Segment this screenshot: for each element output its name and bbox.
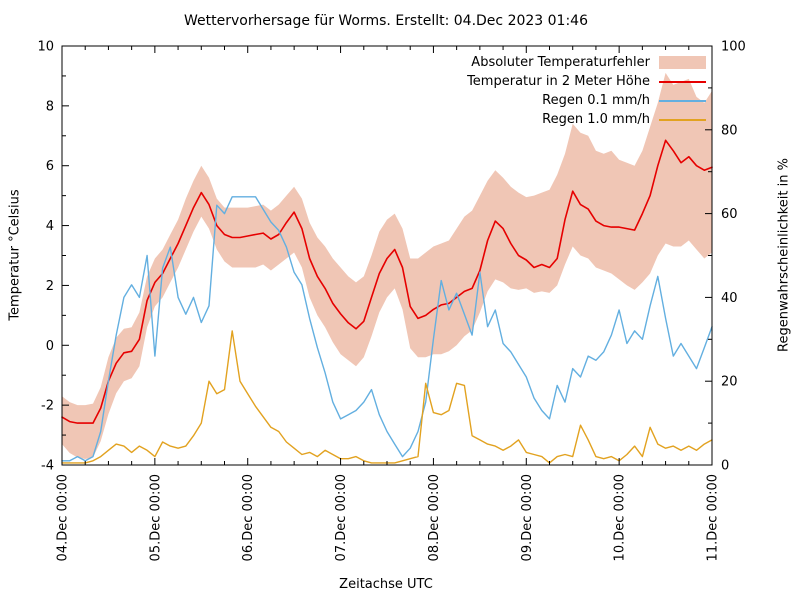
chart-title: Wettervorhersage für Worms. Erstellt: 04… <box>183 13 588 29</box>
line-swatch-icon <box>659 80 706 83</box>
legend-label: Temperatur in 2 Meter Höhe <box>467 74 650 89</box>
temperature-error-band <box>62 72 712 460</box>
legend-item-error-band: Absoluter Temperaturfehler <box>467 53 706 72</box>
x-tick-label: 05.Dec 00:00 <box>148 474 163 561</box>
y-left-tick-label: -2 <box>41 399 54 414</box>
x-tick-label: 06.Dec 00:00 <box>241 474 256 561</box>
x-tick-label: 09.Dec 00:00 <box>520 474 535 561</box>
legend-item-rain-10: Regen 1.0 mm/h <box>467 110 706 129</box>
rain-10-line <box>61 330 713 464</box>
x-tick-label: 04.Dec 00:00 <box>56 474 71 561</box>
y-left-tick-label: 10 <box>37 40 54 55</box>
legend-label: Regen 0.1 mm/h <box>542 93 650 108</box>
y-left-tick-label: 8 <box>46 99 54 114</box>
y-axis-label-left: Temperatur °Celsius <box>7 189 23 321</box>
y-left-tick-label: 0 <box>46 339 54 354</box>
x-tick-label: 08.Dec 00:00 <box>427 474 442 561</box>
y-axis-label-right: Regenwahrscheinlichkeit in % <box>776 158 792 352</box>
legend-item-rain-01: Regen 0.1 mm/h <box>467 91 706 110</box>
plot-frame <box>61 45 713 466</box>
legend-label: Absoluter Temperaturfehler <box>471 55 650 70</box>
legend: Absoluter Temperaturfehler Temperatur in… <box>467 53 706 129</box>
y-right-tick-label: 100 <box>721 40 746 55</box>
y-left-tick-label: 6 <box>46 159 54 174</box>
rain-01-line <box>61 196 713 462</box>
y-right-tick-label: 80 <box>721 123 738 138</box>
line-swatch-icon <box>659 99 706 102</box>
y-right-tick-label: 0 <box>721 459 729 474</box>
y-left-tick-label: 4 <box>46 219 54 234</box>
temperature-line <box>61 139 713 424</box>
legend-item-temperature: Temperatur in 2 Meter Höhe <box>467 72 706 91</box>
x-tick-label: 10.Dec 00:00 <box>613 474 628 561</box>
y-left-tick-label: -4 <box>41 459 54 474</box>
y-left-tick-label: 2 <box>46 279 54 294</box>
legend-label: Regen 1.0 mm/h <box>542 112 650 127</box>
x-tick-label: 11.Dec 00:00 <box>706 474 721 561</box>
y-right-tick-label: 40 <box>721 291 738 306</box>
y-right-tick-label: 20 <box>721 375 738 390</box>
y-right-tick-label: 60 <box>721 207 738 222</box>
x-axis-label: Zeitachse UTC <box>339 577 433 592</box>
line-swatch-icon <box>659 118 706 121</box>
band-swatch-icon <box>659 56 706 69</box>
x-tick-label: 07.Dec 00:00 <box>334 474 349 561</box>
